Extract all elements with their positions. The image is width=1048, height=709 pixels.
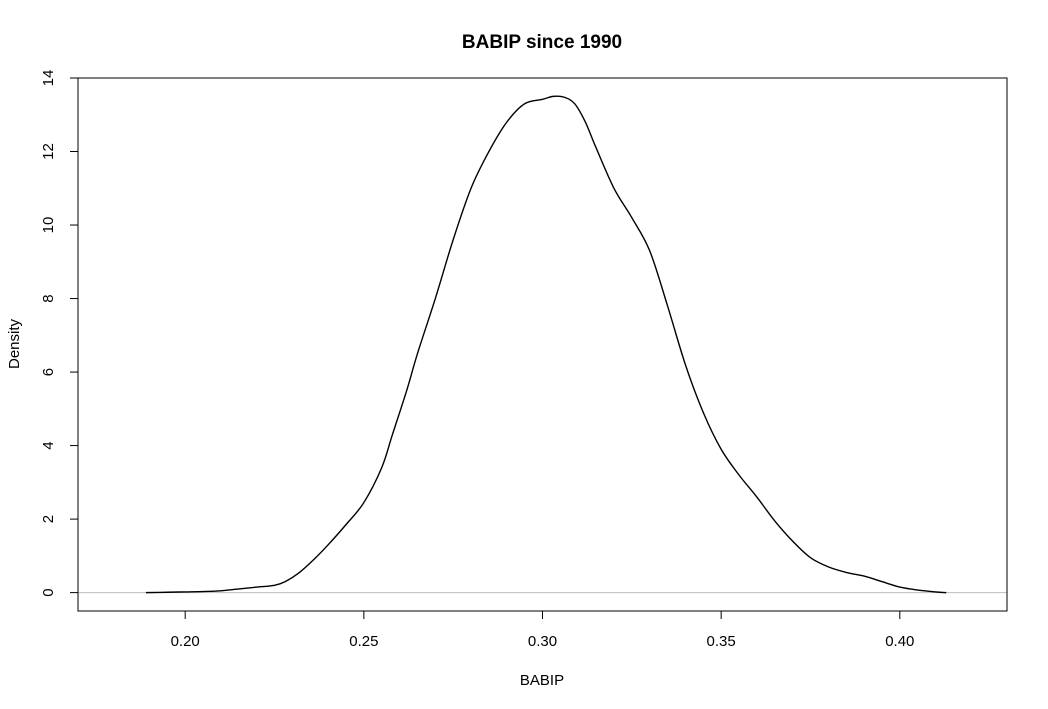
y-tick-label: 14 [40, 70, 57, 87]
x-axis: 0.20 0.25 0.30 0.35 0.40 [171, 610, 914, 650]
x-tick-label: 0.25 [349, 633, 378, 650]
y-tick-label: 12 [40, 143, 57, 160]
density-line [145, 95, 947, 594]
y-tick-label: 0 [40, 588, 57, 596]
y-axis-title: Density [6, 318, 23, 369]
y-tick-label: 8 [40, 294, 57, 302]
x-axis-title: BABIP [520, 672, 564, 689]
x-tick-label: 0.35 [707, 633, 736, 650]
plot-frame [77, 77, 1008, 612]
y-axis: 0 2 4 6 8 10 12 14 [40, 70, 79, 597]
x-tick-label: 0.30 [528, 633, 557, 650]
y-tick-label: 10 [40, 217, 57, 234]
x-tick-label: 0.20 [171, 633, 200, 650]
y-tick-label: 4 [40, 441, 57, 449]
y-tick-label: 6 [40, 368, 57, 376]
x-tick-label: 0.40 [885, 633, 914, 650]
chart-title: BABIP since 1990 [462, 32, 622, 53]
y-tick-label: 2 [40, 515, 57, 523]
